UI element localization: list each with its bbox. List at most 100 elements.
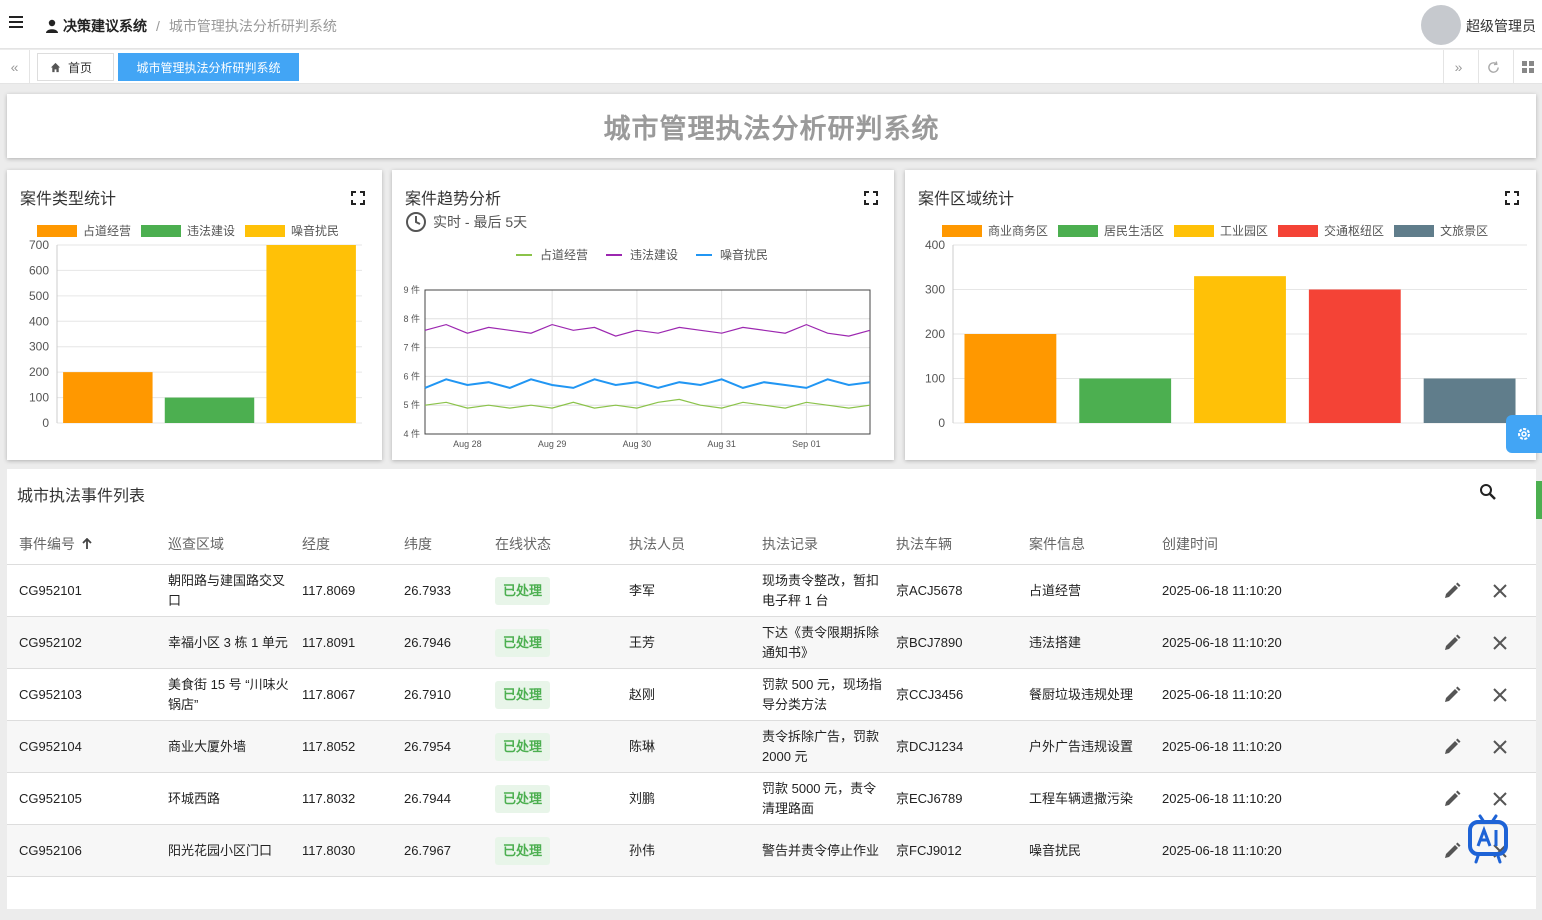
x-tick-label: Aug 29 (538, 439, 567, 449)
column-header-vehicle[interactable]: 执法车辆 (896, 536, 952, 552)
legend-item[interactable]: 居民生活区 (1058, 222, 1164, 239)
close-icon[interactable] (1490, 685, 1510, 705)
legend-item[interactable]: 占道经营 (516, 246, 588, 263)
case-trend-chart-card: 案件趋势分析 实时 - 最后 5天 占道经营 违法建设 噪音扰民 4 件 5 件 6… (392, 170, 894, 460)
edit-icon[interactable] (1442, 633, 1462, 653)
close-icon[interactable] (1490, 581, 1510, 601)
user-icon (46, 19, 58, 33)
table-row[interactable]: CG952103 美食街 15 号 “川味火锅店” 117.8067 26.7910 已… (7, 669, 1536, 721)
series-line[interactable] (424, 398, 871, 409)
bar[interactable] (1308, 289, 1401, 424)
cell-vehicle: 京ECJ6789 (896, 791, 963, 806)
close-icon[interactable] (1490, 737, 1510, 757)
case-region-legend: 商业商务区 居民生活区 工业园区 交通枢纽区 文旅景区 (942, 222, 1498, 239)
legend-item[interactable]: 违法建设 (606, 246, 678, 263)
legend-item[interactable]: 商业商务区 (942, 222, 1048, 239)
cell-created-time: 2025-06-18 11:10:20 (1162, 583, 1282, 598)
fullscreen-icon[interactable] (864, 191, 878, 205)
cell-case-info: 噪音扰民 (1029, 843, 1082, 858)
settings-float-button[interactable] (1506, 415, 1542, 453)
legend-item[interactable]: 交通枢纽区 (1278, 222, 1384, 239)
search-icon[interactable] (1479, 483, 1497, 501)
cell-lat: 26.7910 (404, 687, 451, 702)
y-tick-label: 100 (29, 391, 49, 405)
column-header-area[interactable]: 巡查区域 (168, 536, 224, 552)
cell-lng: 117.8067 (302, 687, 356, 702)
cell-event-id: CG952102 (19, 635, 82, 650)
legend-item[interactable]: 工业园区 (1174, 222, 1268, 239)
status-badge: 已处理 (495, 785, 551, 813)
event-table-panel: 城市执法事件列表 事件编号 巡查区域 经度 纬度 在线状态 执法人员 执法记录 … (7, 469, 1536, 909)
bar[interactable] (164, 397, 255, 423)
edit-icon[interactable] (1442, 841, 1462, 861)
y-tick-label: 4 件 (403, 428, 420, 439)
legend-item[interactable]: 噪音扰民 (245, 222, 339, 239)
legend-item[interactable]: 文旅景区 (1394, 222, 1488, 239)
legend-item[interactable]: 违法建设 (141, 222, 235, 239)
series-line[interactable] (424, 323, 871, 337)
case-region-chart-title: 案件区域统计 (918, 191, 1015, 208)
refresh-icon[interactable] (1478, 50, 1508, 84)
close-icon[interactable] (1490, 633, 1510, 653)
column-header-officer[interactable]: 执法人员 (629, 536, 685, 552)
tab-enforcement-system[interactable]: 城市管理执法分析研判系统 (118, 53, 299, 81)
breadcrumb-separator: / (156, 18, 160, 34)
column-header-info[interactable]: 案件信息 (1029, 536, 1085, 552)
column-header-lat[interactable]: 纬度 (404, 536, 432, 552)
breadcrumb-root[interactable]: 决策建议系统 (63, 18, 147, 34)
grid-menu-icon[interactable] (1513, 50, 1542, 84)
table-row[interactable]: CG952106 阳光花园小区门口 117.8030 26.7967 已处理 孙伟 警告并责… (7, 825, 1536, 877)
bar[interactable] (964, 334, 1057, 423)
bar[interactable] (1194, 276, 1286, 423)
cell-status: 已处理 (495, 565, 595, 617)
fullscreen-icon[interactable] (1505, 191, 1519, 205)
cell-record: 罚款 5000 元，责令清理路面 (762, 781, 877, 816)
breadcrumb: 决策建议系统 / 城市管理执法分析研判系统 (45, 16, 337, 36)
case-type-legend: 占道经营 违法建设 噪音扰民 (37, 222, 349, 239)
bar[interactable] (266, 245, 356, 423)
cell-area: 阳光花园小区门口 (168, 843, 273, 858)
cell-area: 环城西路 (168, 791, 221, 806)
ai-assistant-icon[interactable] (1466, 812, 1510, 864)
edit-icon[interactable] (1442, 581, 1462, 601)
y-tick-label: 600 (29, 263, 49, 277)
tab-home[interactable]: 首页 (37, 53, 114, 81)
avatar[interactable] (1421, 5, 1461, 45)
cell-record: 警告并责令停止作业 (762, 843, 880, 858)
table-row[interactable]: CG952101 朝阳路与建国路交叉口 117.8069 26.7933 已处理 李军 现场… (7, 565, 1536, 617)
legend-item[interactable]: 噪音扰民 (696, 246, 768, 263)
legend-item[interactable]: 占道经营 (37, 222, 131, 239)
edit-icon[interactable] (1442, 737, 1462, 757)
column-header-lng[interactable]: 经度 (302, 536, 330, 552)
username[interactable]: 超级管理员 (1466, 18, 1536, 34)
column-header-id[interactable]: 事件编号 (19, 534, 93, 554)
edit-icon[interactable] (1442, 685, 1462, 705)
table-row[interactable]: CG952102 幸福小区 3 栋 1 单元 117.8091 26.7946 已处理 王… (7, 617, 1536, 669)
y-tick-label: 6 件 (403, 370, 420, 381)
series-line[interactable] (424, 378, 871, 389)
close-icon[interactable] (1490, 789, 1510, 809)
bar[interactable] (1079, 378, 1172, 424)
x-tick-label: Aug 28 (453, 439, 482, 449)
cell-created-time: 2025-06-18 11:10:20 (1162, 843, 1282, 858)
cell-created-time: 2025-06-18 11:10:20 (1162, 687, 1282, 702)
scroll-left-icon[interactable]: « (0, 50, 30, 84)
bar[interactable] (63, 372, 153, 423)
fullscreen-icon[interactable] (351, 191, 365, 205)
table-row[interactable]: CG952105 环城西路 117.8032 26.7944 已处理 刘鹏 罚款 5000 … (7, 773, 1536, 825)
scroll-right-icon[interactable]: » (1443, 50, 1473, 84)
table-row[interactable]: CG952104 商业大厦外墙 117.8052 26.7954 已处理 陈琳 责令拆除广告… (7, 721, 1536, 773)
column-header-record[interactable]: 执法记录 (762, 536, 818, 552)
cell-event-id: CG952105 (19, 791, 82, 806)
menu-toggle-icon[interactable] (9, 16, 23, 30)
status-badge: 已处理 (495, 629, 551, 657)
tab-home-label: 首页 (68, 60, 93, 75)
cell-officer: 刘鹏 (629, 791, 656, 806)
y-tick-label: 8 件 (403, 313, 420, 324)
column-header-time[interactable]: 创建时间 (1162, 536, 1218, 552)
column-header-status[interactable]: 在线状态 (495, 536, 551, 552)
edit-icon[interactable] (1442, 789, 1462, 809)
cell-record: 下达《责令限期拆除通知书》 (762, 625, 880, 660)
arrow-up-icon (82, 538, 92, 549)
bar[interactable] (1423, 378, 1516, 424)
